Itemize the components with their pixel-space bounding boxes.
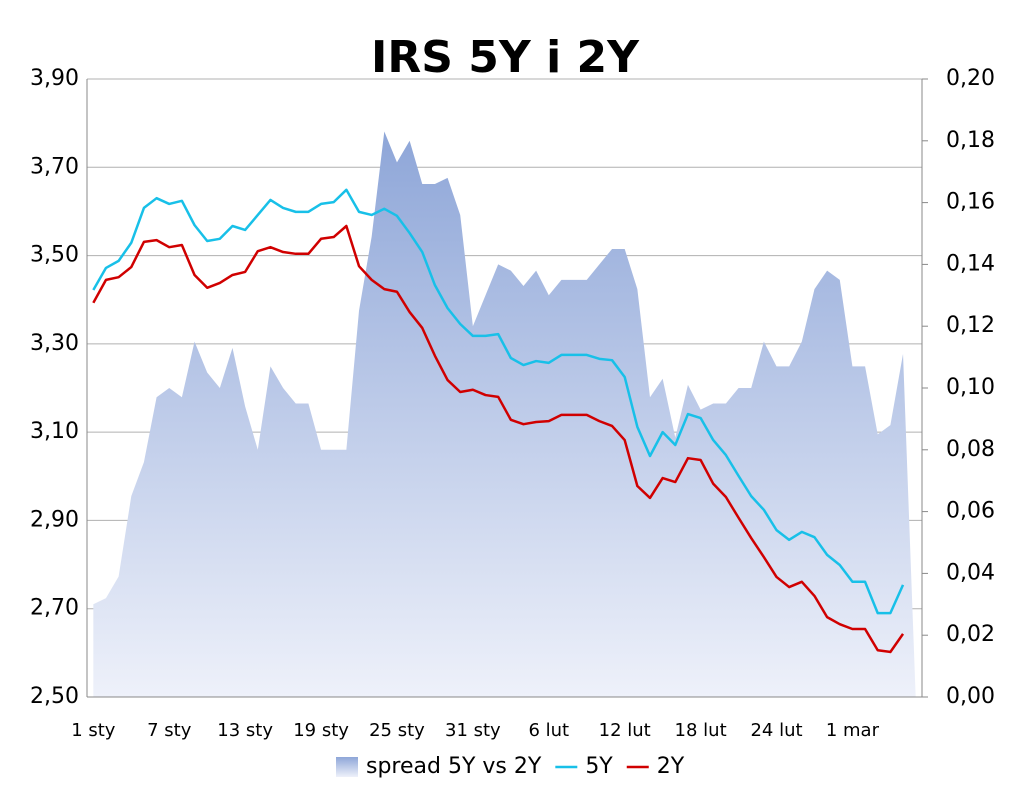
y-tick-label: 3,50: [30, 243, 79, 268]
y2-tick-label: 0,16: [946, 190, 995, 215]
line: [92, 224, 905, 654]
y2-tick-label: 0,18: [946, 128, 995, 153]
y-tick-label: 2,70: [30, 596, 79, 621]
chart-title: IRS 5Y i 2Y: [371, 32, 640, 83]
y-tick-label: 3,30: [30, 331, 79, 356]
x-tick-label: 19 sty: [293, 720, 349, 741]
legend-label: spread 5Y vs 2Y: [366, 754, 542, 779]
line: [92, 188, 905, 615]
y2-tick-label: 0,12: [946, 313, 995, 338]
legend-label: 2Y: [657, 754, 685, 779]
y-tick-label: 3,10: [30, 419, 79, 444]
legend-swatch: [336, 757, 358, 777]
y2-tick-label: 0,14: [946, 251, 995, 276]
y2-tick-label: 0,02: [946, 622, 995, 647]
legend-label: 5Y: [585, 754, 613, 779]
x-tick-label: 12 lut: [599, 720, 651, 741]
x-tick-label: 31 sty: [445, 720, 501, 741]
x-tick-label: 13 sty: [217, 720, 273, 741]
y2-tick-label: 0,04: [946, 560, 995, 585]
y2-tick-label: 0,06: [946, 499, 995, 524]
y-tick-label: 2,50: [30, 684, 79, 709]
x-tick-label: 24 lut: [750, 720, 802, 741]
x-tick-label: 1 sty: [71, 720, 116, 741]
y2-tick-label: 0,08: [946, 437, 995, 462]
x-tick-label: 1 mar: [826, 720, 880, 741]
y-tick-label: 3,70: [30, 154, 79, 179]
y-tick-label: 2,90: [30, 507, 79, 532]
area: [93, 131, 916, 697]
y2-tick-label: 0,00: [946, 684, 995, 709]
y-tick-label: 3,90: [30, 66, 79, 91]
x-tick-label: 7 sty: [147, 720, 192, 741]
x-tick-label: 18 lut: [675, 720, 727, 741]
y2-tick-label: 0,20: [946, 66, 995, 91]
y2-tick-label: 0,10: [946, 375, 995, 400]
x-tick-label: 6 lut: [528, 720, 569, 741]
x-tick-label: 25 sty: [369, 720, 425, 741]
